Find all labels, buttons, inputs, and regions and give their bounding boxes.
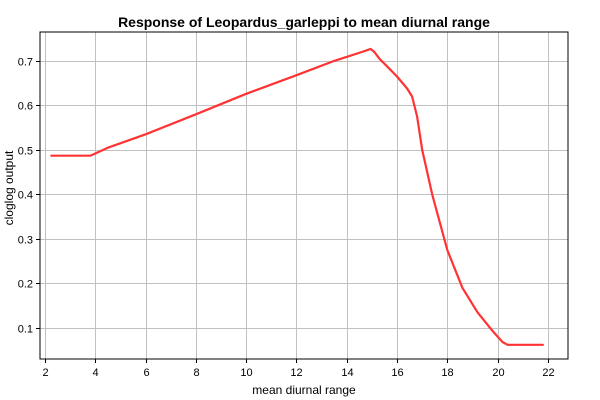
chart-title: Response of Leopardus_garleppi to mean d… <box>118 14 490 30</box>
x-tick-label: 8 <box>193 367 199 379</box>
x-tick-label: 10 <box>240 367 252 379</box>
x-tick-label: 16 <box>391 367 403 379</box>
x-tick-label: 4 <box>92 367 98 379</box>
y-tick-label: 0.1 <box>18 324 33 336</box>
x-tick-label: 22 <box>542 367 554 379</box>
x-axis-label: mean diurnal range <box>252 383 356 397</box>
y-axis-label: cloglog output <box>2 150 16 225</box>
y-tick-label: 0.6 <box>18 101 33 113</box>
x-tick-label: 20 <box>492 367 504 379</box>
y-tick-label: 0.2 <box>18 279 33 291</box>
series <box>50 47 545 346</box>
x-tick-label: 12 <box>290 367 302 379</box>
y-tick-label: 0.4 <box>18 190 33 202</box>
y-tick-label: 0.5 <box>18 146 33 158</box>
x-tick-label: 2 <box>42 367 48 379</box>
x-tick-label: 18 <box>441 367 453 379</box>
y-tick-label: 0.7 <box>18 57 33 69</box>
x-tick-label: 6 <box>143 367 149 379</box>
axis-ticks: 2 4 6 8 10 12 14 16 18 20 22 0.1 0.2 0.3 0.4 0.5 0.6 0.7 <box>18 57 555 380</box>
x-tick-label: 14 <box>341 367 353 379</box>
series-line <box>50 47 545 346</box>
y-tick-label: 0.3 <box>18 235 33 247</box>
plot-frame <box>39 31 569 360</box>
grid <box>40 32 568 359</box>
